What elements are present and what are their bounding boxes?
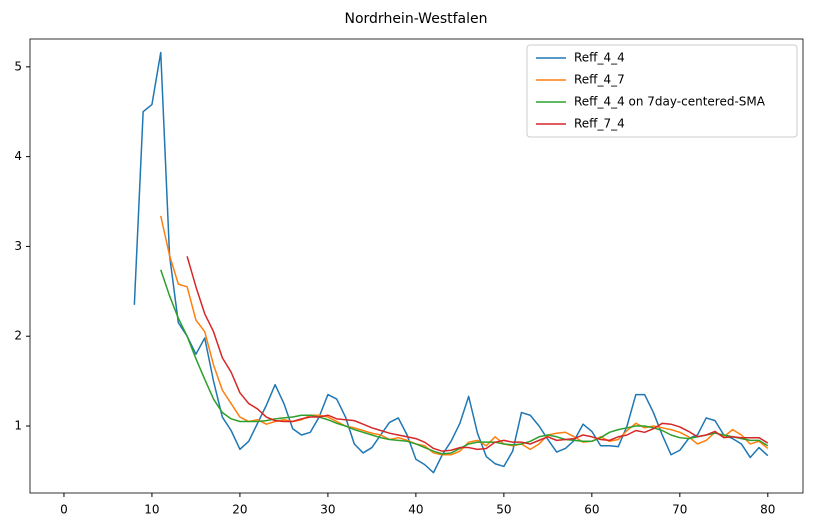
x-tick-label: 70 <box>672 503 687 517</box>
x-tick-label: 40 <box>408 503 423 517</box>
legend-label: Reff_7_4 <box>574 117 625 131</box>
x-tick-label: 20 <box>232 503 247 517</box>
chart-title: Nordrhein-Westfalen <box>345 11 488 27</box>
y-tick-label: 4 <box>14 149 22 163</box>
line <box>160 215 769 456</box>
line <box>160 269 769 455</box>
x-tick-label: 10 <box>144 503 159 517</box>
x-tick-label: 80 <box>760 503 775 517</box>
legend-label: Reff_4_7 <box>574 73 625 87</box>
x-tick-label: 30 <box>320 503 335 517</box>
y-tick-label: 5 <box>14 59 22 73</box>
plot-frame <box>29 38 804 494</box>
x-tick-label: 0 <box>60 503 68 517</box>
y-tick-label: 2 <box>14 329 22 343</box>
y-tick-label: 1 <box>14 419 22 433</box>
y-tick-label: 3 <box>14 239 22 253</box>
line <box>186 256 769 452</box>
x-tick-label: 50 <box>496 503 511 517</box>
line <box>133 51 769 474</box>
legend-label: Reff_4_4 on 7day-centered-SMA <box>574 95 766 109</box>
legend-label: Reff_4_4 <box>574 51 625 65</box>
x-tick-label: 60 <box>584 503 599 517</box>
legend-box <box>526 44 798 138</box>
